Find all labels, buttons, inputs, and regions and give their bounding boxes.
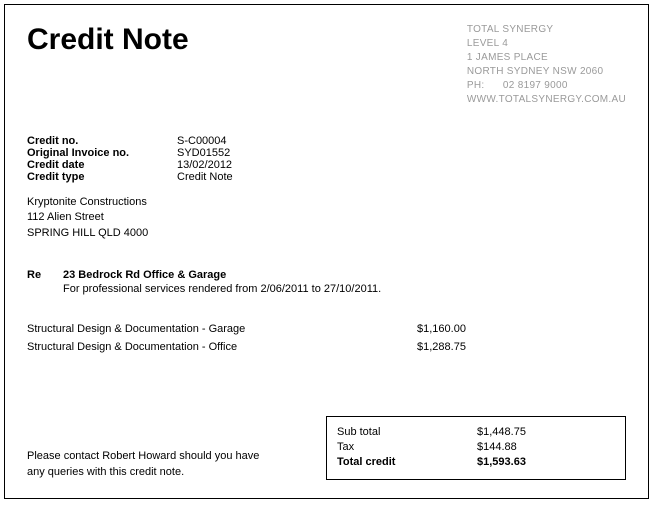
meta-value: SYD01552 [177,147,230,159]
header: Credit Note TOTAL SYNERGY LEVEL 4 1 JAME… [27,23,626,107]
meta-row-credit-no: Credit no. S-C00004 [27,135,626,147]
meta-label: Credit date [27,159,177,171]
customer-address-line: 112 Alien Street [27,210,626,225]
meta-value: S-C00004 [177,135,227,147]
company-address-line: 1 JAMES PLACE [467,51,626,65]
re-title: 23 Bedrock Rd Office & Garage [63,269,226,281]
company-website: WWW.TOTALSYNERGY.COM.AU [467,93,626,107]
totals-value: $1,593.63 [477,456,526,468]
company-block: TOTAL SYNERGY LEVEL 4 1 JAMES PLACE NORT… [467,23,626,107]
totals-value: $144.88 [477,441,517,453]
customer-name: Kryptonite Constructions [27,195,626,210]
totals-label: Sub total [337,426,477,438]
company-phone-value: 02 8197 9000 [503,80,568,91]
totals-box: Sub total $1,448.75 Tax $144.88 Total cr… [326,416,626,480]
line-items: Structural Design & Documentation - Gara… [27,323,626,353]
meta-row-original-invoice: Original Invoice no. SYD01552 [27,147,626,159]
totals-row-tax: Tax $144.88 [337,441,615,453]
company-name: TOTAL SYNERGY [467,23,626,37]
company-address-line: NORTH SYDNEY NSW 2060 [467,65,626,79]
meta-label: Original Invoice no. [27,147,177,159]
customer-address-line: SPRING HILL QLD 4000 [27,226,626,241]
company-address-line: LEVEL 4 [467,37,626,51]
line-amount: $1,160.00 [417,323,466,335]
re-row: Re 23 Bedrock Rd Office & Garage [27,269,626,281]
totals-label: Tax [337,441,477,453]
line-amount: $1,288.75 [417,341,466,353]
footer: Please contact Robert Howard should you … [27,416,626,480]
re-label: Re [27,269,63,281]
meta-row-credit-date: Credit date 13/02/2012 [27,159,626,171]
re-description: For professional services rendered from … [63,283,626,295]
meta-row-credit-type: Credit type Credit Note [27,171,626,183]
customer-block: Kryptonite Constructions 112 Alien Stree… [27,195,626,241]
totals-value: $1,448.75 [477,426,526,438]
meta-value: Credit Note [177,171,233,183]
document-title: Credit Note [27,23,189,57]
meta-label: Credit no. [27,135,177,147]
meta-value: 13/02/2012 [177,159,232,171]
totals-row-total-credit: Total credit $1,593.63 [337,456,615,468]
line-item-row: Structural Design & Documentation - Offi… [27,341,626,353]
totals-label: Total credit [337,456,477,468]
credit-note-document: Credit Note TOTAL SYNERGY LEVEL 4 1 JAME… [4,4,649,499]
meta-label: Credit type [27,171,177,183]
line-description: Structural Design & Documentation - Offi… [27,341,417,353]
contact-note: Please contact Robert Howard should you … [27,449,277,480]
totals-row-subtotal: Sub total $1,448.75 [337,426,615,438]
company-phone-label: PH: [467,80,485,91]
line-item-row: Structural Design & Documentation - Gara… [27,323,626,335]
meta-block: Credit no. S-C00004 Original Invoice no.… [27,135,626,183]
company-phone: PH: 02 8197 9000 [467,79,626,93]
re-block: Re 23 Bedrock Rd Office & Garage For pro… [27,269,626,295]
line-description: Structural Design & Documentation - Gara… [27,323,417,335]
